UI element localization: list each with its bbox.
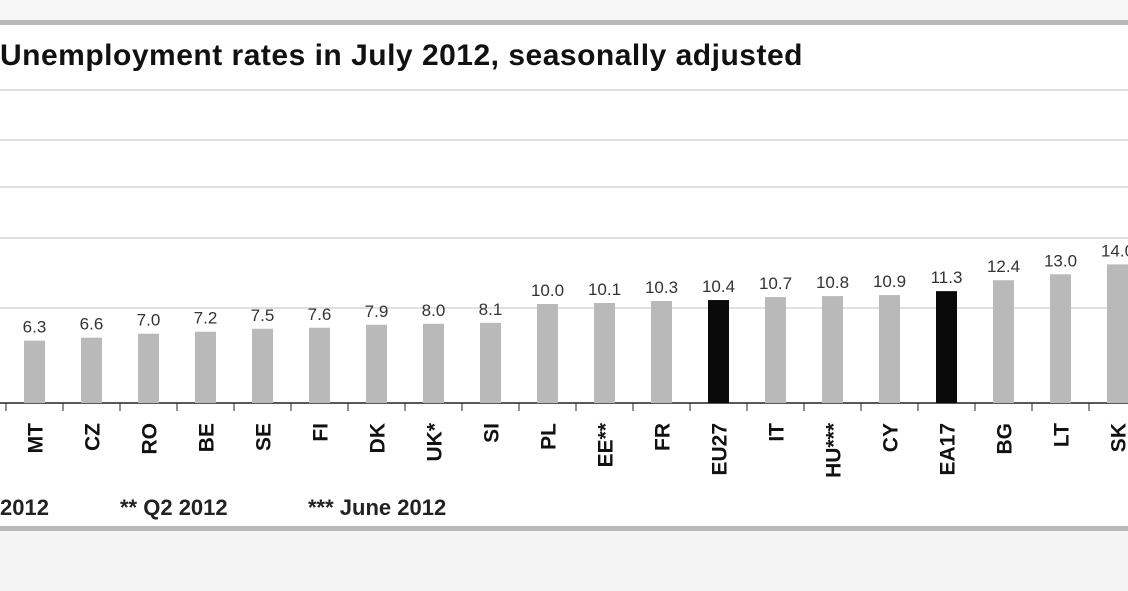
value-label: 8.1 — [479, 300, 503, 319]
bar-ea17 — [936, 291, 957, 403]
bar-bg — [993, 280, 1014, 403]
footnote-hu: *** June 2012 — [308, 495, 447, 520]
value-label: 10.9 — [873, 272, 906, 291]
value-label: 7.6 — [308, 305, 332, 324]
x-tick-label: MT — [25, 423, 48, 453]
x-tick-label: IT — [766, 423, 789, 442]
chart-title: Unemployment rates in July 2012, seasona… — [0, 39, 803, 72]
footnote-uk: 2012 — [0, 495, 49, 520]
value-label: 13.0 — [1044, 251, 1077, 270]
value-label: 10.0 — [531, 281, 564, 300]
x-tick-label: FI — [310, 423, 333, 442]
value-label: 10.8 — [816, 273, 849, 292]
x-tick-label: UK* — [424, 422, 447, 461]
bar-si — [480, 322, 501, 403]
x-tick-label: EU27 — [709, 423, 732, 476]
value-label: 7.0 — [137, 311, 161, 330]
x-tick-label: SE — [253, 423, 276, 451]
x-tick-label: RO — [139, 423, 162, 455]
bar-fi — [309, 327, 330, 403]
bar-lt — [1050, 274, 1071, 403]
x-tick-label: FR — [652, 423, 675, 451]
x-tick-label: PL — [538, 423, 561, 450]
bar-cz — [81, 337, 102, 403]
footnote-ee: ** Q2 2012 — [120, 495, 228, 520]
bar-mt — [24, 340, 45, 403]
bar-it — [765, 297, 786, 403]
bar-fr — [651, 301, 672, 403]
bar-chart: 6.3 MT 6.6 CZ 7.0 RO 7.2 BE 7.5 SE 7.6 FI 7.9 DK 8.0 UK… — [0, 89, 1128, 478]
bar-cy — [879, 295, 900, 403]
x-tick-label: EA17 — [937, 423, 960, 476]
value-label: 10.1 — [588, 280, 621, 299]
value-label: 12.4 — [987, 257, 1020, 276]
value-label: 6.3 — [23, 318, 47, 337]
value-label: 10.4 — [702, 277, 735, 296]
x-tick-label: HU*** — [823, 422, 846, 478]
bar-sk — [1107, 264, 1128, 403]
value-label: 14.0 — [1101, 241, 1128, 260]
value-label: 11.3 — [931, 268, 963, 287]
x-tick-label: SK — [1108, 423, 1128, 452]
bar-be — [195, 331, 216, 403]
footnotes: 2012 ** Q2 2012 *** June 2012 — [0, 495, 1128, 523]
value-label: 8.0 — [422, 301, 446, 320]
top-strip — [0, 0, 1128, 20]
x-tick-label: EE** — [595, 422, 618, 467]
bar-eu27 — [708, 300, 729, 403]
value-label: 6.6 — [80, 315, 104, 334]
x-tick-label: CY — [880, 423, 903, 452]
bar-ro — [138, 333, 159, 403]
chart-frame: 6.3 MT 6.6 CZ 7.0 RO 7.2 BE 7.5 SE 7.6 FI 7.9 DK 8.0 UK… — [0, 20, 1128, 531]
bar-pl — [537, 304, 558, 403]
x-tick-label: BE — [196, 423, 219, 452]
bar-ee — [594, 303, 615, 403]
value-label: 10.3 — [645, 278, 678, 297]
value-label: 7.2 — [194, 309, 218, 328]
bar-dk — [366, 324, 387, 403]
x-tick-label: SI — [481, 423, 504, 443]
x-tick-label: LT — [1051, 423, 1074, 447]
x-tick-label: DK — [367, 423, 390, 453]
bottom-strip — [0, 531, 1128, 591]
bar-uk — [423, 323, 444, 403]
x-tick-label: CZ — [82, 423, 105, 451]
value-label: 10.7 — [759, 274, 792, 293]
value-label: 7.9 — [365, 302, 389, 321]
x-tick-label: BG — [994, 423, 1017, 455]
bar-hu — [822, 296, 843, 403]
value-label: 7.5 — [251, 306, 275, 325]
bar-se — [252, 328, 273, 403]
